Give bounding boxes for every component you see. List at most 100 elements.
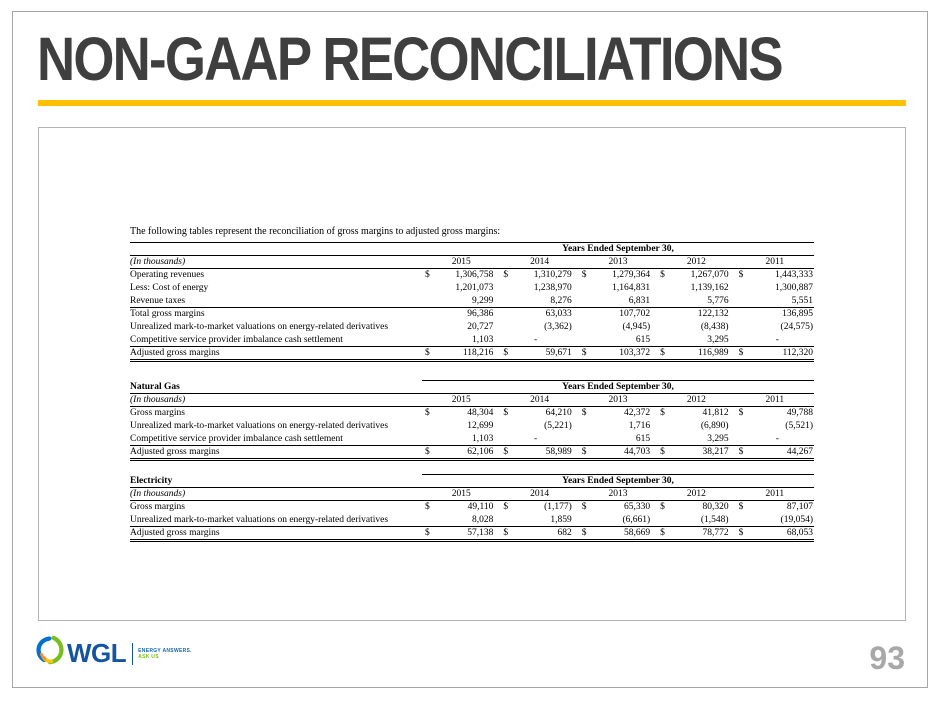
cell-value: -	[775, 334, 779, 345]
intro-text: The following tables represent the recon…	[130, 226, 501, 237]
year-header: 2011	[735, 393, 814, 407]
dollar-sign: $	[503, 447, 509, 457]
dollar-sign: $	[425, 348, 430, 358]
table-row: Total gross margins 96,386 63,033 107,702 12…	[130, 308, 814, 321]
cell-value: 1,306,758	[455, 270, 494, 281]
data-cell: 1,238,970	[500, 282, 578, 295]
cell-value: 615	[635, 334, 651, 345]
cell-value: (1,177)	[544, 502, 572, 513]
table-row: Gross margins $49,110 $ (1,177) $65,330 $80,3…	[130, 501, 814, 514]
period-header: Years Ended September 30,	[422, 242, 814, 256]
data-cell: (24,575)	[736, 321, 814, 334]
cell-value: 62,106	[467, 447, 494, 457]
data-cell: $58,669	[578, 526, 658, 542]
section-header-row: Years Ended September 30,	[130, 242, 814, 256]
cell-value: 49,110	[467, 502, 494, 513]
table-row: Adjusted gross margins $57,138 $682 $58,669…	[130, 526, 814, 542]
data-cell: 20,727	[422, 321, 500, 334]
cell-value: 58,989	[545, 447, 572, 457]
data-cell: (5,221)	[500, 420, 578, 433]
cell-value: 6,831	[628, 295, 651, 306]
year-header: 2014	[500, 487, 579, 501]
wgl-wordmark: WGL	[67, 637, 127, 668]
row-label: Adjusted gross margins	[130, 445, 422, 461]
dollar-sign: $	[581, 270, 587, 281]
data-cell: $38,217	[657, 445, 736, 461]
table-row: Unrealized mark-to-market valuations on …	[130, 321, 814, 334]
data-cell: $62,106	[422, 445, 501, 461]
cell-value: 112,320	[782, 348, 813, 358]
logo-divider	[132, 642, 134, 665]
data-cell: $118,216	[422, 346, 501, 362]
data-cell: 5,776	[657, 294, 736, 308]
cell-value: 1,279,364	[612, 270, 651, 281]
data-cell: $1,306,758	[422, 269, 500, 282]
row-label: Gross margins	[130, 408, 185, 419]
period-header: Years Ended September 30,	[422, 380, 814, 394]
data-cell: 136,895	[736, 308, 814, 321]
year-header: 2012	[657, 255, 736, 269]
cell-value: 1,238,970	[533, 283, 572, 293]
dollar-sign: $	[660, 348, 665, 358]
data-cell: (19,054)	[735, 513, 814, 527]
data-cell: $41,812	[657, 407, 735, 420]
cell-value: 48,304	[467, 408, 494, 419]
section-label: Electricity	[130, 474, 422, 488]
dollar-sign: $	[738, 447, 744, 457]
dollar-sign: $	[738, 408, 744, 419]
data-cell: $42,372	[579, 407, 657, 420]
table-natural-gas: Natural Gas Years Ended September 30, (In …	[130, 380, 814, 461]
data-cell: 1,164,831	[579, 282, 657, 295]
dollar-sign: $	[581, 447, 587, 457]
cell-value: 87,107	[786, 502, 813, 513]
data-cell: 8,276	[500, 294, 579, 308]
table-row: Operating revenues $1,306,758 $1,310,279 $1…	[130, 269, 814, 282]
cell-value: (5,221)	[544, 421, 572, 431]
row-label: Unrealized mark-to-market valuations on …	[130, 513, 422, 527]
year-header: 2015	[422, 487, 501, 501]
dollar-sign: $	[503, 270, 509, 281]
title-accent-rule	[38, 100, 906, 106]
data-cell: $58,989	[500, 445, 579, 461]
data-cell: $64,210	[500, 407, 578, 420]
unit-label: (In thousands)	[130, 487, 422, 501]
data-cell: 1,103	[422, 333, 501, 347]
wgl-logo: WGL ENERGY ANSWERS. ASK US	[35, 634, 192, 671]
tagline-line2: ASK US	[138, 653, 159, 660]
year-header: 2012	[657, 393, 736, 407]
table-row: Adjusted gross margins $118,216 $59,671 $10…	[130, 346, 814, 362]
cell-value: 107,702	[619, 309, 651, 320]
data-cell: 3,295	[657, 333, 736, 347]
cell-value: 682	[557, 528, 572, 538]
data-cell: $48,304	[422, 407, 500, 420]
cell-value: 122,132	[697, 309, 729, 320]
year-header: 2015	[422, 255, 501, 269]
cell-value: 96,386	[467, 309, 494, 320]
cell-value: 136,895	[782, 309, 813, 320]
row-label: Competitive service provider imbalance c…	[130, 333, 422, 347]
cell-value: 78,772	[702, 528, 729, 538]
dollar-sign: $	[738, 528, 744, 538]
data-cell: 6,831	[578, 294, 658, 308]
row-label: Adjusted gross margins	[130, 346, 422, 362]
year-header: 2011	[735, 255, 814, 269]
data-cell: $44,703	[578, 445, 658, 461]
data-cell: $68,053	[735, 526, 814, 542]
data-cell: $44,267	[735, 445, 814, 461]
cell-value: 58,669	[624, 528, 651, 538]
data-cell: $57,138	[422, 526, 501, 542]
data-cell: (1,548)	[657, 513, 736, 527]
cell-value: 68,053	[786, 528, 813, 538]
cell-value: (8,438)	[700, 322, 729, 332]
year-header: 2013	[578, 255, 658, 269]
period-header: Years Ended September 30,	[422, 474, 814, 488]
data-cell: 5,551	[735, 294, 814, 308]
cell-value: 1,103	[472, 334, 494, 345]
year-header: 2014	[500, 393, 579, 407]
wgl-swirl-icon	[35, 634, 65, 671]
cell-value: (19,054)	[780, 514, 813, 525]
dollar-sign: $	[503, 502, 509, 513]
years-header-row: (In thousands) 2015 2014 2013 2012 2011	[130, 487, 814, 501]
cell-value: 44,267	[786, 447, 813, 457]
data-cell: 107,702	[579, 308, 657, 321]
